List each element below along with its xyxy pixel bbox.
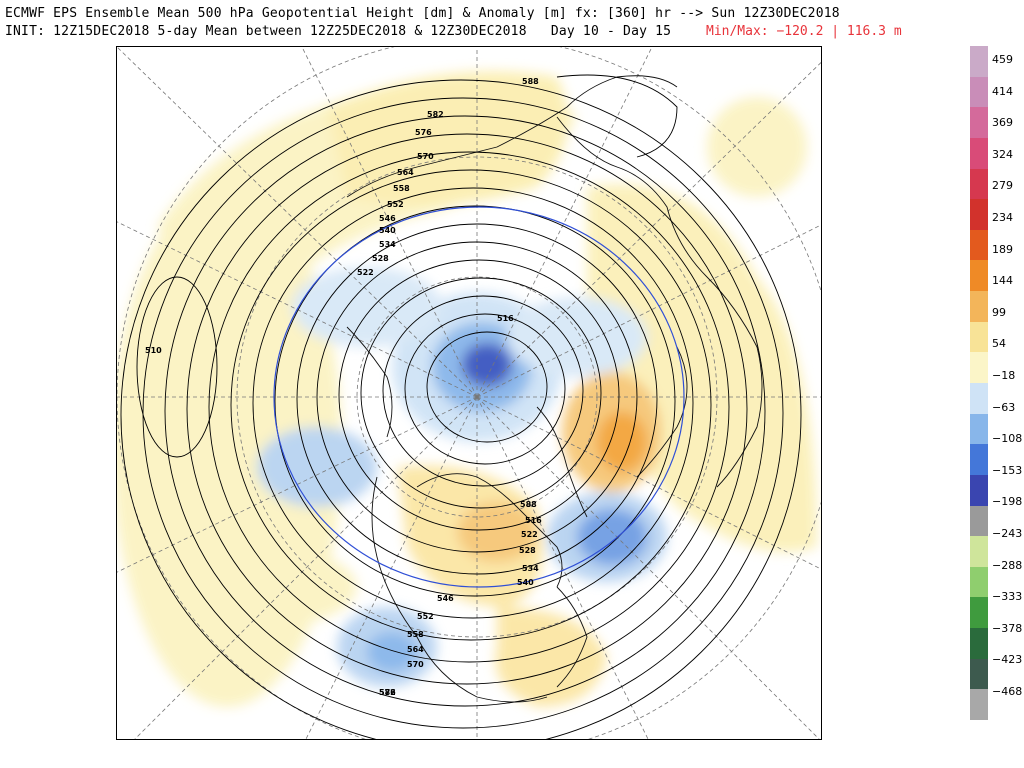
- positive-anomaly-core-europe-max: [597, 412, 647, 472]
- colorbar-label: −423: [992, 653, 1023, 667]
- contour-label: 516: [497, 314, 514, 323]
- colorbar-swatch: [970, 137, 988, 170]
- colorbar-swatch: [970, 444, 988, 476]
- contour-label: 534: [379, 240, 396, 249]
- anomaly-shading: [117, 71, 817, 707]
- latitude-longitude-grid: [117, 47, 821, 739]
- contour-label: 564: [397, 168, 414, 177]
- colorbar-label: 54: [992, 337, 1006, 351]
- colorbar-label: −153: [992, 463, 1023, 477]
- colorbar-swatch: [970, 689, 988, 721]
- contour-label: 528: [519, 546, 536, 555]
- colorbar-label: −378: [992, 621, 1023, 635]
- negative-anomaly-atlantic-core: [577, 509, 647, 565]
- contour-label: 588: [520, 500, 537, 509]
- contour-label: 546: [437, 594, 454, 603]
- chart-title-line2: INIT: 12Z15DEC2018 5-day Mean between 12…: [5, 24, 672, 39]
- contour-label: 558: [393, 184, 410, 193]
- contour-label: 528: [372, 254, 389, 263]
- colorbar-swatch: [970, 321, 988, 353]
- coastlines: [346, 75, 763, 703]
- contour-label: 552: [387, 200, 404, 209]
- map-panel: 588 582 576 570 564 558 552 546 540 534 528 522 516 5…: [116, 46, 822, 740]
- colorbar-label: −333: [992, 590, 1023, 604]
- colorbar-label: −108: [992, 432, 1023, 446]
- contour-label: 516: [525, 516, 542, 525]
- contour-label: 570: [407, 660, 424, 669]
- colorbar-label: 99: [992, 305, 1006, 319]
- contour-label: 546: [379, 214, 396, 223]
- anomaly-colorbar: [970, 46, 988, 721]
- contour-label: 540: [517, 578, 534, 587]
- colorbar-swatch: [970, 628, 988, 660]
- geopotential-height-contours: [120, 79, 802, 739]
- colorbar-label: −468: [992, 685, 1023, 698]
- blue-reference-contour: [273, 206, 685, 588]
- colorbar-swatch: [970, 76, 988, 108]
- positive-anomaly-east-us: [495, 607, 607, 707]
- colorbar-swatch: [970, 168, 988, 200]
- colorbar-swatch: [970, 566, 988, 598]
- contour-label: 552: [417, 612, 434, 621]
- colorbar-swatch: [970, 383, 988, 415]
- ridge-contour-pacific: [136, 276, 218, 458]
- contour-label: 582: [379, 688, 396, 697]
- colorbar-label: −288: [992, 558, 1023, 572]
- colorbar-swatch: [970, 413, 988, 445]
- extra-contours: [136, 74, 678, 458]
- colorbar-swatch: [970, 199, 988, 231]
- colorbar-label: 234: [992, 211, 1013, 224]
- positive-anomaly-east-pacific: [177, 547, 357, 627]
- contour-label: 522: [357, 268, 374, 277]
- colorbar-swatch: [970, 291, 988, 323]
- colorbar-swatch: [970, 352, 988, 384]
- colorbar-label: 189: [992, 242, 1013, 256]
- colorbar-swatch: [970, 658, 988, 690]
- min-max-readout: Min/Max: −120.2 | 116.3 m: [706, 24, 902, 39]
- contour-label: 588: [522, 77, 539, 86]
- colorbar-label: 324: [992, 147, 1013, 161]
- colorbar-label: 279: [992, 179, 1013, 193]
- colorbar-label: −198: [992, 495, 1023, 509]
- contour-label: 576: [379, 688, 396, 697]
- contour-label: 570: [417, 152, 434, 161]
- negative-anomaly-alaska: [292, 267, 442, 347]
- negative-anomaly-arctic-core: [462, 343, 512, 387]
- colorbar-swatch: [970, 536, 988, 568]
- contour-label: 522: [521, 530, 538, 539]
- contour-label: 540: [379, 226, 396, 235]
- colorbar-label: 414: [992, 84, 1013, 98]
- colorbar-label: −243: [992, 527, 1023, 540]
- positive-anomaly-siberia: [327, 71, 569, 206]
- contour-label: 558: [407, 630, 424, 639]
- colorbar-label: 369: [992, 116, 1013, 130]
- contour-labels: 5885825765705645585525465405345285225165…: [145, 77, 542, 697]
- contour-label: 510: [145, 346, 162, 355]
- colorbar-swatch: [970, 46, 988, 78]
- chart-title-line1: ECMWF EPS Ensemble Mean 500 hPa Geopoten…: [5, 6, 840, 21]
- polar-stereographic-map: 5885825765705645585525465405345285225165…: [117, 47, 821, 739]
- contour-label: 582: [427, 110, 444, 119]
- positive-anomaly-top-right: [707, 97, 807, 197]
- contour-label: 534: [522, 564, 539, 573]
- colorbar-swatch: [970, 597, 988, 629]
- colorbar-label: 144: [992, 274, 1013, 288]
- colorbar-label: 459: [992, 53, 1013, 66]
- colorbar-swatch: [970, 107, 988, 139]
- colorbar-swatch: [970, 505, 988, 537]
- contour-label: 564: [407, 645, 424, 654]
- colorbar-swatch: [970, 229, 988, 261]
- colorbar-label: −18: [992, 369, 1016, 382]
- colorbar-label: −63: [992, 400, 1016, 414]
- negative-anomaly-southwest-core: [367, 632, 417, 672]
- contour-label: 576: [415, 128, 432, 137]
- negative-anomaly-kara-sea: [507, 297, 647, 377]
- colorbar-swatch: [970, 474, 988, 507]
- colorbar-swatch: [970, 260, 988, 292]
